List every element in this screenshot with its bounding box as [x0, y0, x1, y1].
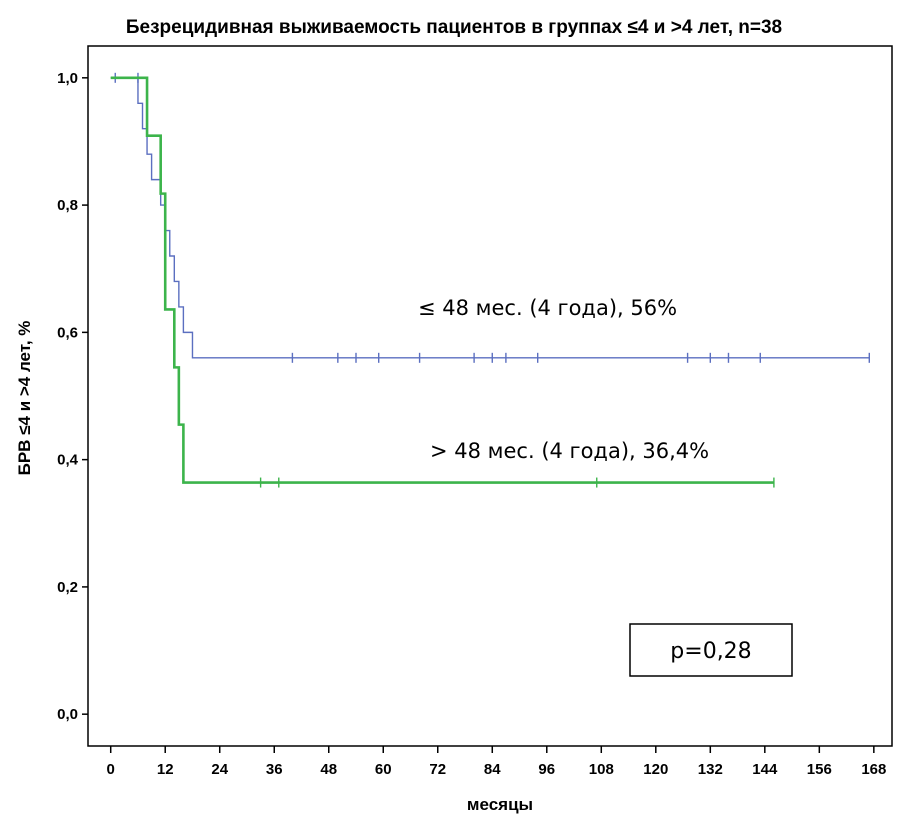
chart-title: Безрецидивная выживаемость пациентов в г… [126, 17, 782, 38]
x-tick-label: 168 [861, 761, 886, 778]
x-tick-label: 108 [589, 761, 614, 778]
annotation-gt-48: > 48 мес. (4 года), 36,4% [430, 439, 709, 463]
x-tick-label: 84 [484, 761, 501, 778]
y-axis-label-text: БРВ ≤4 и >4 лет, % [15, 321, 34, 476]
x-axis-ticks: 0 12 24 36 48 60 72 84 96 108 120 132 144 156 168 [107, 746, 886, 778]
p-value-box-frame [629, 623, 793, 677]
y-tick-label: 0,6 [57, 324, 78, 341]
y-tick-label: 0,4 [57, 452, 79, 469]
x-tick-label: 156 [807, 761, 832, 778]
x-tick-label: 60 [375, 761, 392, 778]
p-value-box: p=0,28 [629, 623, 793, 677]
survival-curves [110, 72, 870, 488]
y-tick-label: 0,0 [57, 706, 78, 723]
x-tick-label: 24 [211, 761, 228, 778]
x-tick-label: 36 [266, 761, 283, 778]
p-value-text: p=0,28 [670, 639, 751, 664]
series-1-line [110, 76, 774, 484]
x-tick-label: 132 [698, 761, 723, 778]
y-tick-label: 0,2 [57, 579, 78, 596]
x-tick-label: 96 [538, 761, 555, 778]
plot-frame [87, 45, 893, 747]
x-tick-label: 72 [429, 761, 446, 778]
series-1 [110, 76, 775, 488]
x-axis-label: месяцы [467, 795, 533, 814]
x-tick-label: 0 [107, 761, 115, 778]
y-tick-label: 0,8 [57, 197, 78, 214]
x-tick-label: 120 [643, 761, 668, 778]
x-tick-label: 48 [320, 761, 337, 778]
x-tick-label: 144 [752, 761, 778, 778]
y-tick-label: 1,0 [57, 70, 78, 87]
y-axis-label: БРВ ≤4 и >4 лет, % [15, 321, 34, 476]
y-axis-ticks: 0,0 0,2 0,4 0,6 0,8 1,0 [57, 70, 88, 723]
x-tick-label: 12 [157, 761, 174, 778]
annotation-le-48: ≤ 48 мес. (4 года), 56% [418, 296, 677, 320]
